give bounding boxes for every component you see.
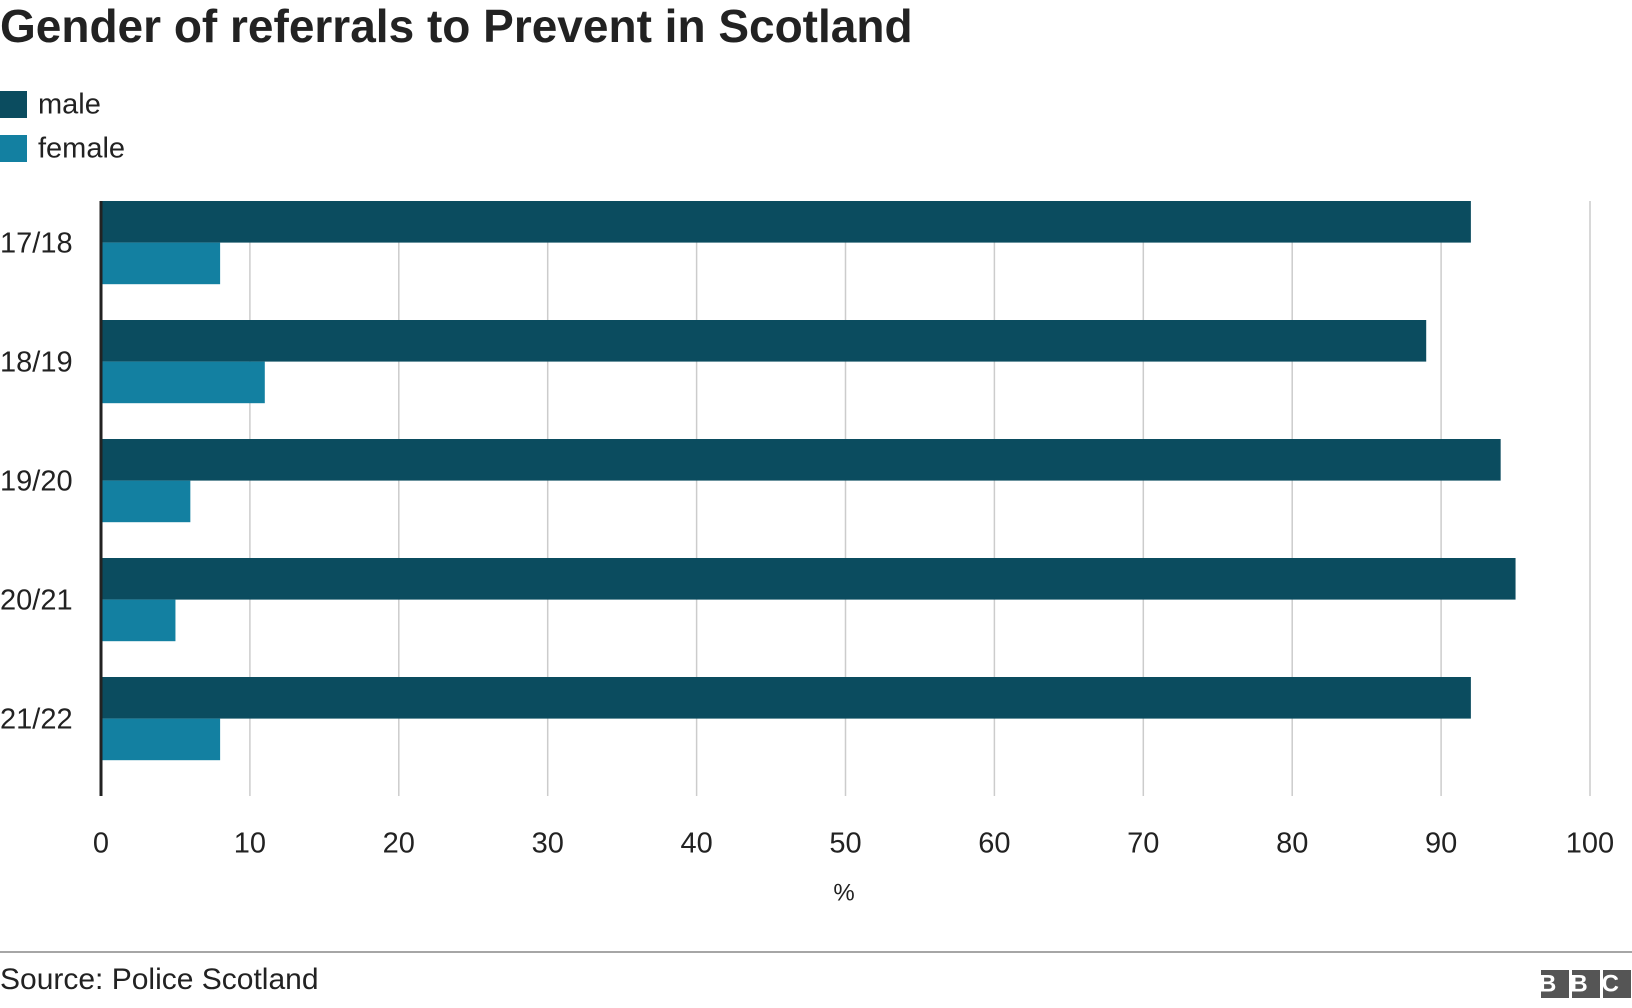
bar <box>101 201 1471 243</box>
source: Source: Police Scotland <box>0 963 319 996</box>
bar <box>101 599 176 642</box>
logo-box <box>1572 970 1600 998</box>
y-tick-label: 21/22 <box>0 703 73 735</box>
x-tick-label: 100 <box>1566 828 1614 860</box>
logo-text: BBC <box>1539 970 1632 997</box>
x-tick-label: 10 <box>234 828 266 860</box>
x-tick-label: 50 <box>829 828 861 860</box>
x-tick-label: 0 <box>93 828 109 860</box>
legend-swatch <box>0 91 27 118</box>
x-tick-label: 60 <box>978 828 1010 860</box>
logo: BBC <box>1539 970 1632 998</box>
logo-box <box>1541 970 1569 998</box>
bar <box>101 677 1471 719</box>
legend-label: male <box>38 89 101 121</box>
x-tick-label: 90 <box>1425 828 1457 860</box>
x-tick-label: 80 <box>1276 828 1308 860</box>
x-tick-label: 40 <box>680 828 712 860</box>
y-tick-label: 18/19 <box>0 346 73 378</box>
bar <box>101 480 191 523</box>
bar <box>101 558 1516 600</box>
chart-title: Gender of referrals to Prevent in Scotla… <box>0 0 913 52</box>
y-tick-label: 17/18 <box>0 227 73 259</box>
bar <box>101 718 221 761</box>
x-tick-label: 70 <box>1127 828 1159 860</box>
bar <box>101 361 265 404</box>
y-tick-label: 19/20 <box>0 465 73 497</box>
y-tick-label: 20/21 <box>0 584 73 616</box>
logo-box <box>1603 970 1631 998</box>
bar <box>101 242 221 285</box>
bar <box>101 439 1501 481</box>
legend-swatch <box>0 135 27 162</box>
x-axis-label: % <box>833 879 854 906</box>
x-tick-label: 20 <box>383 828 415 860</box>
x-tick-label: 30 <box>532 828 564 860</box>
bar <box>101 320 1427 362</box>
legend-label: female <box>38 133 125 165</box>
